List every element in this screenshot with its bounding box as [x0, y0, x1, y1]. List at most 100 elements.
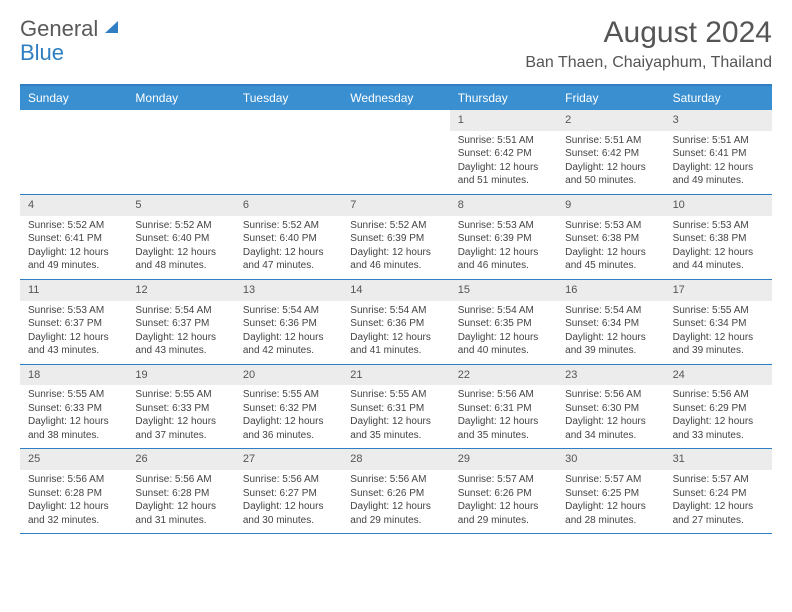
- sunset-text: Sunset: 6:32 PM: [243, 402, 334, 416]
- sunset-text: Sunset: 6:41 PM: [28, 232, 119, 246]
- daylight-text: Daylight: 12 hours and 50 minutes.: [565, 161, 656, 188]
- logo-text-blue: Blue: [20, 40, 64, 65]
- day-cell: [20, 110, 127, 194]
- daylight-text: Daylight: 12 hours and 34 minutes.: [565, 415, 656, 442]
- sunrise-text: Sunrise: 5:56 AM: [135, 473, 226, 487]
- day-number: 19: [127, 365, 234, 386]
- sunrise-text: Sunrise: 5:51 AM: [565, 134, 656, 148]
- day-number: 5: [127, 195, 234, 216]
- sunset-text: Sunset: 6:37 PM: [135, 317, 226, 331]
- daylight-text: Daylight: 12 hours and 49 minutes.: [673, 161, 764, 188]
- daylight-text: Daylight: 12 hours and 38 minutes.: [28, 415, 119, 442]
- day-cell: [342, 110, 449, 194]
- day-cell: 21Sunrise: 5:55 AMSunset: 6:31 PMDayligh…: [342, 365, 449, 449]
- daylight-text: Daylight: 12 hours and 40 minutes.: [458, 331, 549, 358]
- daylight-text: Daylight: 12 hours and 42 minutes.: [243, 331, 334, 358]
- day-cell: 9Sunrise: 5:53 AMSunset: 6:38 PMDaylight…: [557, 195, 664, 279]
- day-cell: 26 Sunrise: 5:56 AMSunset: 6:28 PMDayligh…: [127, 449, 234, 533]
- sunset-text: Sunset: 6:39 PM: [458, 232, 549, 246]
- daylight-text: Daylight: 12 hours and 27 minutes.: [673, 500, 764, 527]
- sunset-text: Sunset: 6:25 PM: [565, 487, 656, 501]
- weekday-label: Sunday: [20, 86, 127, 110]
- sunset-text: Sunset: 6:42 PM: [458, 147, 549, 161]
- day-cell: 28Sunrise: 5:56 AMSunset: 6:26 PMDayligh…: [342, 449, 449, 533]
- sunrise-text: Sunrise: 5:52 AM: [28, 219, 119, 233]
- daylight-text: Daylight: 12 hours and 32 minutes.: [28, 500, 119, 527]
- day-number: 30: [557, 449, 664, 470]
- day-number: 18: [20, 365, 127, 386]
- daylight-text: Daylight: 12 hours and 29 minutes.: [458, 500, 549, 527]
- sunrise-text: Sunrise: 5:56 AM: [565, 388, 656, 402]
- logo-blue-wrap: Blue: [20, 40, 64, 66]
- sunrise-text: Sunrise: 5:51 AM: [673, 134, 764, 148]
- sunset-text: Sunset: 6:30 PM: [565, 402, 656, 416]
- day-number: 10: [665, 195, 772, 216]
- sunset-text: Sunset: 6:26 PM: [350, 487, 441, 501]
- day-number: 4: [20, 195, 127, 216]
- day-cell: 11Sunrise: 5:53 AMSunset: 6:37 PMDayligh…: [20, 280, 127, 364]
- daylight-text: Daylight: 12 hours and 51 minutes.: [458, 161, 549, 188]
- day-number: 2: [557, 110, 664, 131]
- day-number: 15: [450, 280, 557, 301]
- sunrise-text: Sunrise: 5:56 AM: [673, 388, 764, 402]
- day-cell: 24Sunrise: 5:56 AMSunset: 6:29 PMDayligh…: [665, 365, 772, 449]
- day-cell: 17Sunrise: 5:55 AMSunset: 6:34 PMDayligh…: [665, 280, 772, 364]
- day-number: 26: [127, 449, 234, 470]
- sunset-text: Sunset: 6:28 PM: [135, 487, 226, 501]
- day-number: 1: [450, 110, 557, 131]
- weekday-label: Friday: [557, 86, 664, 110]
- day-number: 23: [557, 365, 664, 386]
- day-number: 17: [665, 280, 772, 301]
- day-cell: 20Sunrise: 5:55 AMSunset: 6:32 PMDayligh…: [235, 365, 342, 449]
- sunset-text: Sunset: 6:27 PM: [243, 487, 334, 501]
- day-number: 12: [127, 280, 234, 301]
- daylight-text: Daylight: 12 hours and 45 minutes.: [565, 246, 656, 273]
- day-cell: 3 Sunrise: 5:51 AMSunset: 6:41 PMDaylight…: [665, 110, 772, 194]
- day-cell: 27Sunrise: 5:56 AMSunset: 6:27 PMDayligh…: [235, 449, 342, 533]
- sunrise-text: Sunrise: 5:56 AM: [243, 473, 334, 487]
- title-block: August 2024 Ban Thaen, Chaiyaphum, Thail…: [525, 16, 772, 72]
- sunrise-text: Sunrise: 5:54 AM: [565, 304, 656, 318]
- day-number: 7: [342, 195, 449, 216]
- day-number: 31: [665, 449, 772, 470]
- day-number: 22: [450, 365, 557, 386]
- sunset-text: Sunset: 6:38 PM: [673, 232, 764, 246]
- weekday-header: Sunday Monday Tuesday Wednesday Thursday…: [20, 86, 772, 110]
- daylight-text: Daylight: 12 hours and 35 minutes.: [458, 415, 549, 442]
- sunset-text: Sunset: 6:36 PM: [350, 317, 441, 331]
- sunrise-text: Sunrise: 5:52 AM: [243, 219, 334, 233]
- day-cell: [127, 110, 234, 194]
- day-number: 3: [665, 110, 772, 131]
- weekday-label: Saturday: [665, 86, 772, 110]
- weeks-container: 1Sunrise: 5:51 AMSunset: 6:42 PMDaylight…: [20, 110, 772, 533]
- sunset-text: Sunset: 6:33 PM: [135, 402, 226, 416]
- day-number: 6: [235, 195, 342, 216]
- daylight-text: Daylight: 12 hours and 31 minutes.: [135, 500, 226, 527]
- sunrise-text: Sunrise: 5:55 AM: [135, 388, 226, 402]
- day-number: 28: [342, 449, 449, 470]
- day-cell: 12Sunrise: 5:54 AMSunset: 6:37 PMDayligh…: [127, 280, 234, 364]
- day-cell: 23 Sunrise: 5:56 AMSunset: 6:30 PMDayligh…: [557, 365, 664, 449]
- week-row: 11Sunrise: 5:53 AMSunset: 6:37 PMDayligh…: [20, 279, 772, 364]
- sunset-text: Sunset: 6:40 PM: [135, 232, 226, 246]
- logo-sail-icon: [103, 16, 121, 42]
- sunset-text: Sunset: 6:40 PM: [243, 232, 334, 246]
- daylight-text: Daylight: 12 hours and 43 minutes.: [135, 331, 226, 358]
- week-row: 4Sunrise: 5:52 AMSunset: 6:41 PMDaylight…: [20, 194, 772, 279]
- weekday-label: Thursday: [450, 86, 557, 110]
- week-row: 18 Sunrise: 5:55 AMSunset: 6:33 PM Dayligh…: [20, 364, 772, 449]
- day-cell: 10Sunrise: 5:53 AMSunset: 6:38 PMDayligh…: [665, 195, 772, 279]
- day-number: 25: [20, 449, 127, 470]
- header: General August 2024 Ban Thaen, Chaiyaphu…: [20, 16, 772, 72]
- day-cell: 31Sunrise: 5:57 AMSunset: 6:24 PMDayligh…: [665, 449, 772, 533]
- day-number: 27: [235, 449, 342, 470]
- daylight-text: Daylight: 12 hours and 39 minutes.: [673, 331, 764, 358]
- sunset-text: Sunset: 6:31 PM: [458, 402, 549, 416]
- sunset-text: Sunset: 6:36 PM: [243, 317, 334, 331]
- day-cell: [235, 110, 342, 194]
- week-row: 25Sunrise: 5:56 AMSunset: 6:28 PMDayligh…: [20, 448, 772, 533]
- day-cell: 5Sunrise: 5:52 AMSunset: 6:40 PMDaylight…: [127, 195, 234, 279]
- day-cell: 8Sunrise: 5:53 AMSunset: 6:39 PMDaylight…: [450, 195, 557, 279]
- sunset-text: Sunset: 6:41 PM: [673, 147, 764, 161]
- daylight-text: Daylight: 12 hours and 29 minutes.: [350, 500, 441, 527]
